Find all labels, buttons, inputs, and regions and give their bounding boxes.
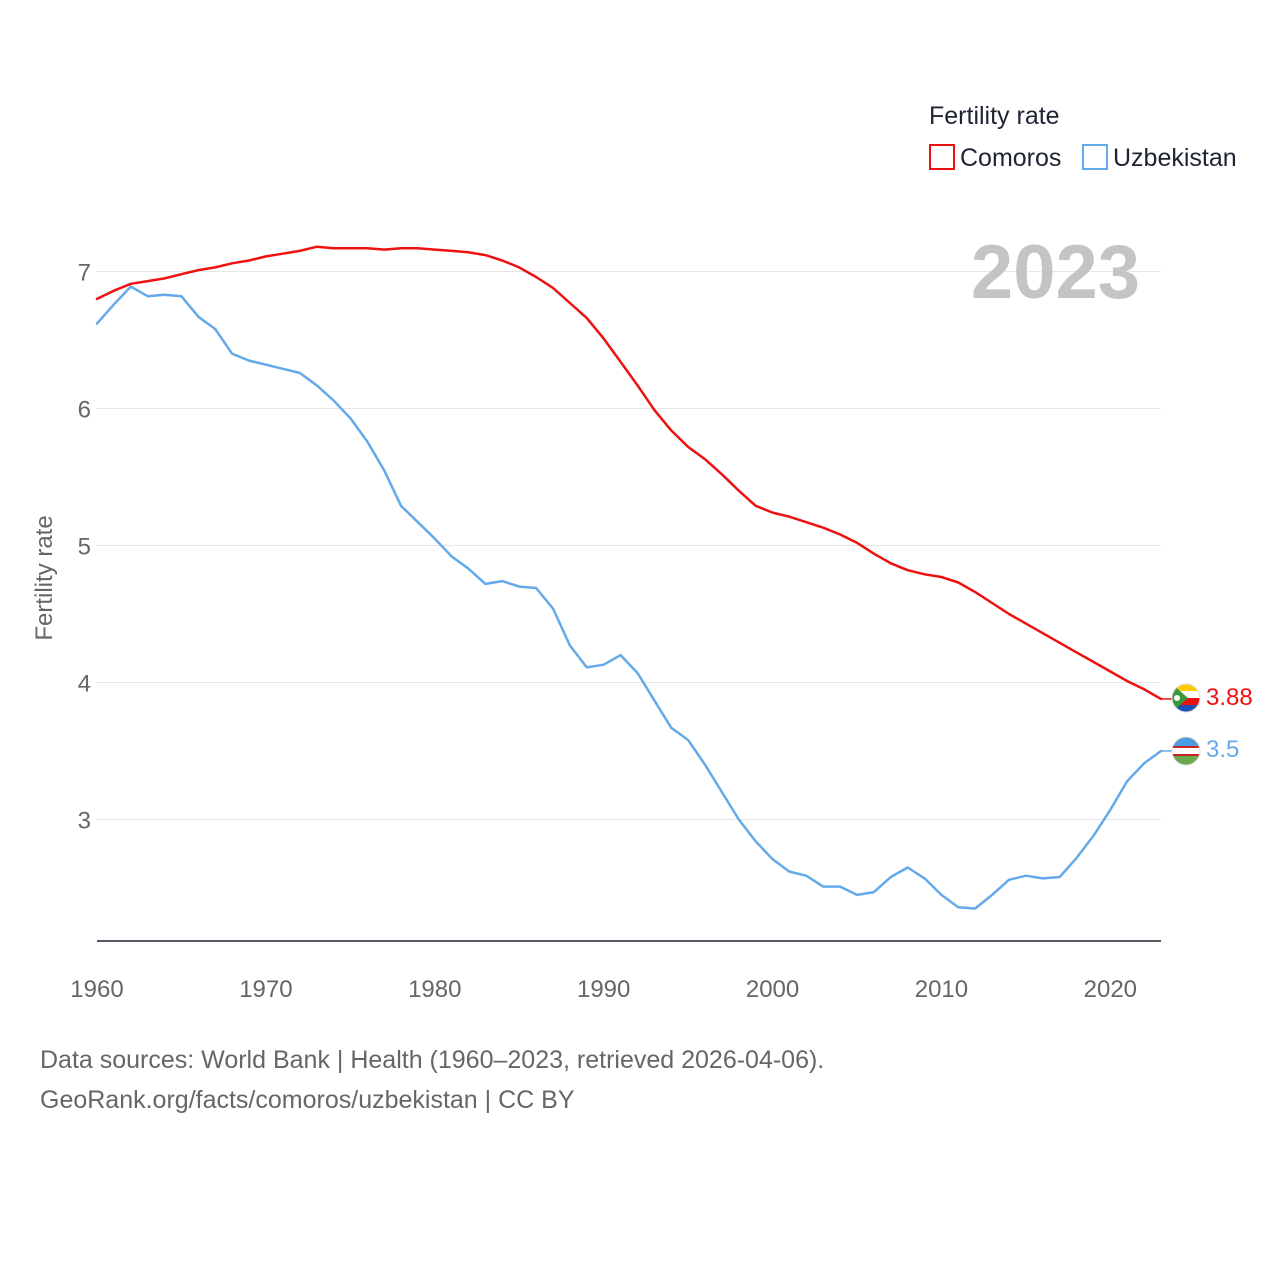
gridlines: [97, 271, 1161, 820]
comoros-flag-icon: [1171, 683, 1201, 713]
y-tick-label: 3: [78, 808, 91, 835]
footer: Data sources: World Bank | Health (1960–…: [40, 1040, 824, 1120]
y-axis-title: Fertility rate: [31, 515, 58, 640]
y-tick-label: 7: [78, 260, 91, 287]
legend-label-comoros: Comoros: [960, 144, 1061, 172]
legend-swatch-uzbekistan: [1082, 144, 1108, 170]
comoros-end-value: 3.88: [1206, 684, 1253, 711]
legend-swatch-comoros: [929, 144, 955, 170]
data-source-text: Data sources: World Bank | Health (1960–…: [40, 1046, 825, 1074]
y-tick-label: 5: [78, 534, 91, 561]
y-tick-label: 6: [78, 397, 91, 424]
x-tick-label: 2010: [915, 976, 968, 1003]
x-tick-label: 1980: [408, 976, 461, 1003]
y-tick-label: 4: [78, 671, 91, 698]
series-layer: [95, 245, 1172, 910]
series-line-uzbekistan[interactable]: [95, 285, 1163, 910]
x-tick-label: 1970: [239, 976, 292, 1003]
series-line-comoros[interactable]: [95, 245, 1163, 701]
x-axis-ticks: 1960 1970 1980 1990 2000 2010 2020: [70, 976, 1137, 1003]
x-tick-label: 1960: [70, 976, 123, 1003]
x-tick-label: 1990: [577, 976, 630, 1003]
legend: Fertility rate Comoros Uzbekistan: [929, 102, 1237, 172]
x-tick-label: 2020: [1084, 976, 1137, 1003]
uzbekistan-end-value: 3.5: [1206, 736, 1239, 763]
year-watermark: 2023: [971, 230, 1140, 315]
y-axis-ticks: 3 4 5 6 7: [78, 260, 91, 835]
legend-item-comoros[interactable]: Comoros: [929, 144, 1061, 172]
legend-item-uzbekistan[interactable]: Uzbekistan: [1082, 144, 1237, 172]
uzbekistan-flag-icon: [1171, 736, 1201, 766]
legend-label-uzbekistan: Uzbekistan: [1113, 144, 1237, 172]
attribution-text[interactable]: GeoRank.org/facts/comoros/uzbekistan | C…: [40, 1086, 575, 1114]
x-tick-label: 2000: [746, 976, 799, 1003]
legend-title: Fertility rate: [929, 102, 1060, 130]
